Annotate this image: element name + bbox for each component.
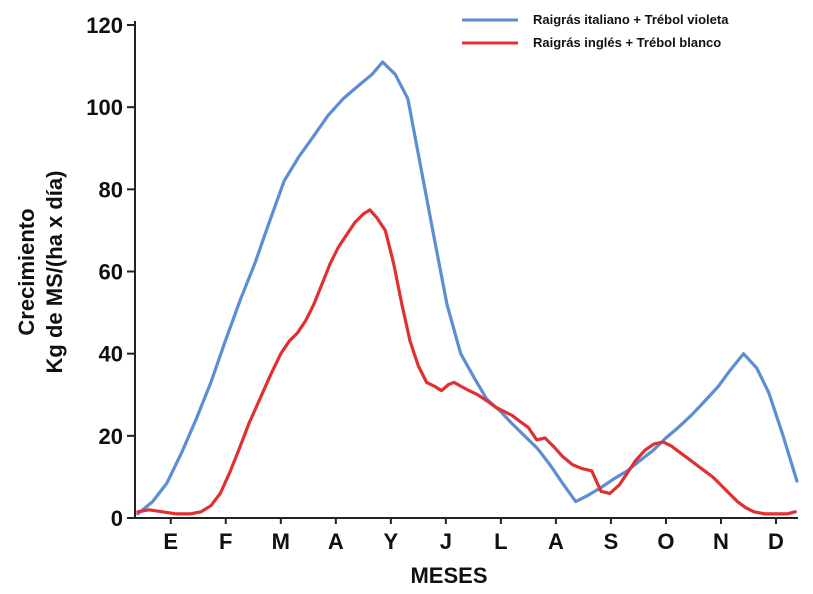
y-tick-label: 80: [99, 177, 123, 202]
y-tick-label: 20: [99, 424, 123, 449]
y-axis-title-line-2: Kg de MS/(ha x día): [42, 171, 67, 374]
series-line-2: [136, 208, 797, 516]
y-tick-label: 120: [86, 13, 123, 38]
x-tick-label: N: [713, 529, 729, 554]
axis-labels: MESES Crecimiento Kg de MS/(ha x día): [14, 171, 488, 588]
legend-label-2: Raigrás inglés + Trébol blanco: [533, 35, 721, 50]
x-tick-label: O: [657, 529, 674, 554]
x-axis-title: MESES: [410, 563, 487, 588]
legend-label-1: Raigrás italiano + Trébol violeta: [533, 12, 729, 27]
x-tick-label: A: [548, 529, 564, 554]
series-lines: [136, 60, 799, 516]
x-tick-label: S: [604, 529, 619, 554]
y-axis-title-line-1: Crecimiento: [14, 208, 39, 335]
x-tick-label: Y: [384, 529, 399, 554]
y-tick-label: 100: [86, 95, 123, 120]
x-tick-label: D: [768, 529, 784, 554]
y-tick-label: 40: [99, 342, 123, 367]
y-tick-label: 60: [99, 260, 123, 285]
x-tick-label: E: [163, 529, 178, 554]
y-tick-label: 0: [111, 506, 123, 531]
x-tick-label: J: [440, 529, 452, 554]
x-tick-label: L: [494, 529, 507, 554]
axes: 0 20 40 60 80 100 120 E F M A Y J L A S O N D: [86, 13, 798, 554]
series-line-1: [136, 60, 799, 516]
x-tick-label: F: [219, 529, 232, 554]
legend: Raigrás italiano + Trébol violeta Raigrás…: [462, 12, 729, 50]
x-tick-label: M: [272, 529, 290, 554]
x-tick-label: A: [328, 529, 344, 554]
